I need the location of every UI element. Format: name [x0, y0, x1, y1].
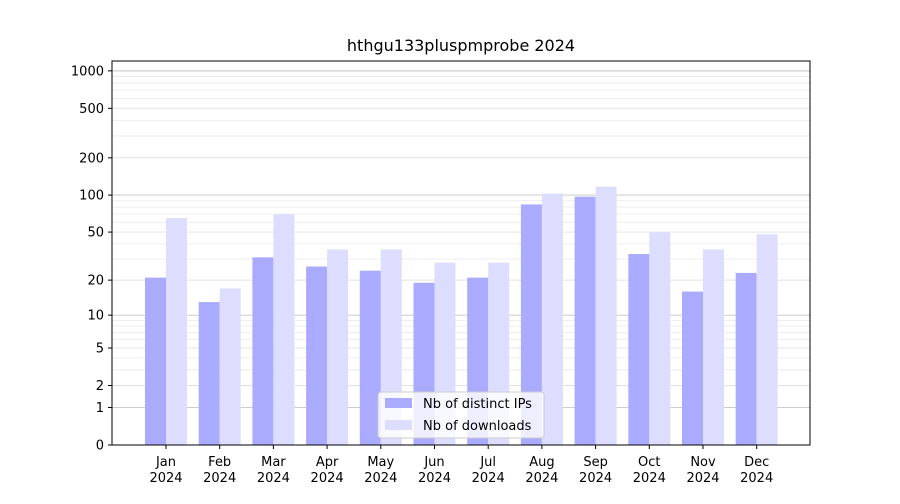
legend-swatch-downloads	[385, 420, 412, 430]
y-tick-label: 500	[79, 102, 104, 117]
bar-distinct-ips	[574, 196, 596, 445]
bar-downloads	[166, 218, 187, 445]
bar-distinct-ips	[628, 254, 650, 445]
bar-downloads	[756, 234, 778, 445]
x-tick-label: Jun 2024	[418, 455, 451, 486]
plot-frame	[111, 60, 811, 446]
y-tick-label: 200	[79, 151, 104, 166]
x-tick-label: May 2024	[364, 455, 397, 486]
x-tick-label: Jan 2024	[149, 455, 182, 486]
bar-downloads	[541, 193, 563, 445]
bar-downloads	[649, 232, 671, 445]
y-tick-label: 20	[87, 274, 104, 289]
x-tick-label: Jul 2024	[472, 455, 505, 486]
chart-title: hthgu133pluspmprobe 2024	[347, 36, 575, 55]
legend-label-distinct-ips: Nb of distinct IPs	[423, 397, 532, 412]
bar-distinct-ips	[520, 204, 542, 445]
y-tick-label: 100	[79, 189, 104, 204]
y-tick-label: 50	[87, 226, 104, 241]
bar-distinct-ips	[198, 302, 220, 445]
bar-distinct-ips	[682, 291, 703, 445]
y-tick-label: 1	[96, 401, 104, 416]
x-tick-label: Feb 2024	[203, 455, 236, 486]
x-tick-label: Dec 2024	[740, 455, 773, 486]
bar-downloads	[595, 186, 617, 445]
y-axis-ticks: 0 1 2 5 10 20 50 100 200 500 1000	[71, 64, 112, 454]
x-tick-label: Oct 2024	[633, 455, 666, 486]
y-tick-label: 5	[96, 341, 104, 356]
bar-downloads	[273, 214, 295, 445]
bar-distinct-ips	[145, 277, 166, 445]
x-tick-label: Sep 2024	[579, 455, 612, 486]
y-tick-label: 0	[96, 439, 104, 454]
bar-distinct-ips	[735, 272, 757, 445]
y-tick-label: 2	[96, 379, 104, 394]
legend-swatch-distinct-ips	[385, 398, 412, 408]
x-tick-label: Nov 2024	[686, 455, 719, 486]
y-tick-label: 10	[87, 309, 104, 324]
y-tick-label: 1000	[71, 64, 104, 79]
bar-downloads	[327, 249, 349, 445]
bars	[145, 186, 778, 445]
bar-distinct-ips	[252, 257, 274, 445]
legend: Nb of distinct IPs Nb of downloads	[377, 391, 545, 439]
x-tick-label: Aug 2024	[525, 455, 558, 486]
bar-downloads	[703, 249, 724, 445]
x-axis-ticks: Jan 2024 Feb 2024 Mar 2024 Apr 2024 May 2024 Jun 20…	[149, 445, 773, 486]
x-tick-label: Mar 2024	[257, 455, 290, 486]
bar-distinct-ips	[306, 266, 328, 445]
x-tick-label: Apr 2024	[311, 455, 344, 486]
legend-box	[377, 391, 545, 439]
bar-distinct-ips	[359, 270, 381, 445]
bar-downloads	[219, 288, 241, 445]
legend-label-downloads: Nb of downloads	[423, 419, 532, 434]
